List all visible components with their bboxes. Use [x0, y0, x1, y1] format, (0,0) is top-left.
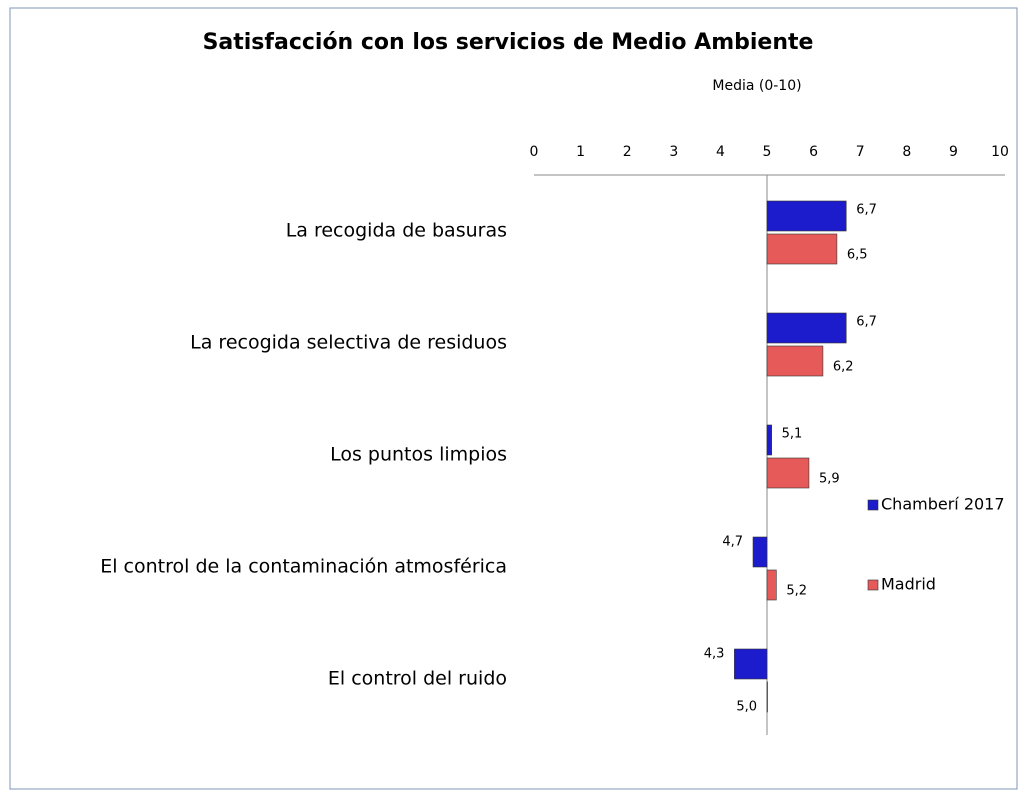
x-tick-label: 2	[623, 144, 632, 160]
x-tick-label: 7	[856, 144, 865, 160]
bar	[766, 569, 777, 601]
legend-swatch	[867, 499, 879, 511]
bar	[734, 648, 768, 680]
value-label: 5,1	[782, 427, 803, 442]
x-tick-label: 9	[949, 144, 958, 160]
chart-frame	[9, 7, 1018, 790]
x-tick-label: 4	[716, 144, 725, 160]
legend-label: Chamberí 2017	[881, 495, 1005, 514]
bar	[752, 536, 768, 568]
value-label: 4,3	[704, 647, 725, 662]
bar	[766, 681, 768, 713]
category-label: La recogida selectiva de residuos	[190, 332, 507, 354]
x-tick-label: 3	[669, 144, 678, 160]
category-label: El control del ruido	[328, 668, 507, 690]
category-label: La recogida de basuras	[286, 220, 507, 242]
category-label: Los puntos limpios	[330, 444, 507, 466]
value-label: 6,5	[847, 248, 868, 263]
x-tick-label: 10	[991, 144, 1009, 160]
bar	[766, 424, 772, 456]
legend-label: Madrid	[881, 575, 936, 594]
value-label: 5,9	[819, 472, 840, 487]
bar	[766, 312, 847, 344]
bar	[766, 345, 824, 377]
legend-swatch	[867, 579, 879, 591]
x-tick-label: 6	[809, 144, 818, 160]
value-label: 5,2	[786, 584, 807, 599]
category-label: El control de la contaminación atmosféri…	[100, 556, 507, 578]
value-label: 5,0	[736, 700, 757, 715]
x-tick-label: 5	[763, 144, 772, 160]
value-label: 6,7	[856, 203, 877, 218]
bar	[766, 233, 838, 265]
axis-label: Media (0-10)	[712, 78, 801, 94]
value-label: 6,7	[856, 315, 877, 330]
value-label: 6,2	[833, 360, 854, 375]
x-tick-label: 0	[530, 144, 539, 160]
bar	[766, 200, 847, 232]
bar	[766, 457, 810, 489]
x-tick-label: 8	[902, 144, 911, 160]
chart-title: Satisfacción con los servicios de Medio …	[203, 30, 814, 55]
x-tick-label: 1	[576, 144, 585, 160]
value-label: 4,7	[722, 535, 743, 550]
